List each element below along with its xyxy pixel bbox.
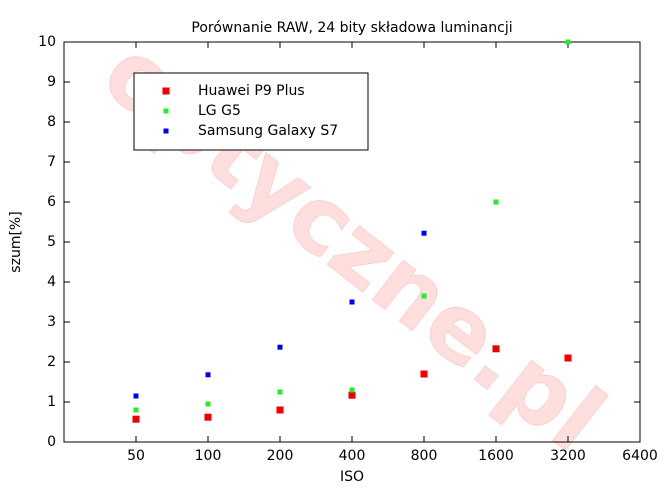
point <box>565 39 571 45</box>
point <box>349 387 355 393</box>
y-tick-label: 9 <box>47 74 56 90</box>
y-tick-label: 7 <box>47 154 56 170</box>
y-tick-label: 3 <box>47 314 56 330</box>
point <box>564 354 572 362</box>
legend-marker <box>163 128 169 134</box>
y-tick-label: 5 <box>47 234 56 250</box>
x-tick-label: 50 <box>127 448 145 464</box>
point <box>132 415 140 423</box>
x-tick-label: 1600 <box>478 448 514 464</box>
legend-marker <box>162 87 170 95</box>
point <box>204 413 212 421</box>
point <box>277 389 283 395</box>
chart-title: Porównanie RAW, 24 bity składowa luminan… <box>191 20 512 36</box>
legend-label: Samsung Galaxy S7 <box>198 123 338 139</box>
x-tick-label: 100 <box>195 448 222 464</box>
point <box>276 406 284 414</box>
point <box>421 293 427 299</box>
y-tick-label: 6 <box>47 194 56 210</box>
point <box>133 407 139 413</box>
point <box>205 401 211 407</box>
point <box>348 391 356 399</box>
y-tick-label: 4 <box>47 274 56 290</box>
point <box>349 299 355 305</box>
point <box>205 372 211 378</box>
x-tick-label: 6400 <box>622 448 658 464</box>
y-tick-label: 0 <box>47 434 56 450</box>
point <box>492 345 500 353</box>
legend-marker <box>163 108 169 114</box>
y-tick-label: 1 <box>47 394 56 410</box>
point <box>421 230 427 236</box>
x-tick-label: 3200 <box>550 448 586 464</box>
legend-box <box>133 72 369 151</box>
y-axis-label: szum[%] <box>8 211 24 272</box>
x-axis-label: ISO <box>340 469 364 485</box>
point <box>133 393 139 399</box>
y-tick-label: 2 <box>47 354 56 370</box>
legend-label: LG G5 <box>198 103 241 119</box>
point <box>420 370 428 378</box>
x-tick-label: 400 <box>339 448 366 464</box>
x-tick-label: 200 <box>267 448 294 464</box>
x-tick-label: 800 <box>411 448 438 464</box>
point <box>277 344 283 350</box>
y-tick-label: 10 <box>38 34 56 50</box>
legend-label: Huawei P9 Plus <box>198 83 305 99</box>
point <box>493 199 499 205</box>
y-tick-label: 8 <box>47 114 56 130</box>
